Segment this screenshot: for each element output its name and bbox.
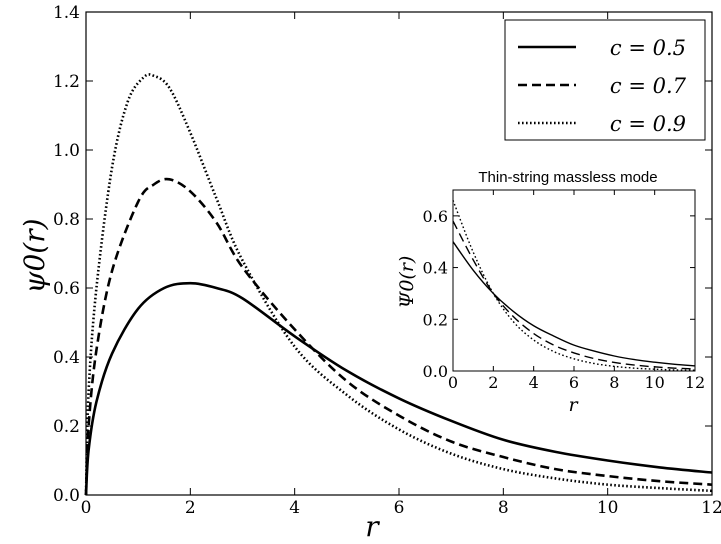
main-x-tick-label: 6 — [394, 498, 405, 518]
main-x-axis-label: r — [365, 510, 380, 543]
legend-box — [504, 19, 706, 141]
main-y-tick-label: 1.2 — [53, 72, 80, 92]
inset-y-tick-label: 0.2 — [423, 310, 448, 329]
inset-x-tick-label: 6 — [569, 373, 579, 392]
main-y-tick-label: 1.4 — [53, 3, 80, 23]
legend: c = 0.5 c = 0.7 c = 0.9 — [504, 19, 706, 141]
inset-series-line-dotted — [452, 200, 696, 371]
inset-plot: 0 2 4 6 8 10 12 0.0 0.2 0.4 0.6 Thin-string massle… — [396, 169, 705, 416]
main-plot: 0 2 4 6 8 10 12 0.0 0.2 0.4 0.6 0.8 1.0 1.2 1.4 r ψ0(r… — [18, 3, 721, 543]
inset-x-axis-label: r — [568, 394, 579, 416]
inset-x-tick-label: 12 — [685, 373, 705, 392]
inset-y-tick-label: 0.0 — [423, 362, 448, 381]
inset-x-tick-label: 10 — [644, 373, 664, 392]
main-x-tick-label: 12 — [701, 498, 721, 518]
inset-y-tick-label: 0.4 — [423, 259, 448, 278]
inset-x-tick-label: 0 — [448, 373, 458, 392]
main-x-tick-label: 0 — [81, 498, 92, 518]
main-x-tick-label: 8 — [498, 498, 509, 518]
main-y-tick-label: 0.0 — [53, 486, 80, 506]
main-x-tick-label: 4 — [289, 498, 300, 518]
main-y-tick-label: 0.6 — [53, 279, 80, 299]
inset-plot-background — [453, 190, 695, 371]
main-y-tick-label: 0.8 — [53, 210, 80, 230]
inset-y-axis-label: Ψ0(r) — [396, 256, 418, 309]
main-axis-ticks: 0 2 4 6 8 10 12 0.0 0.2 0.4 0.6 0.8 1.0 1.2 1.4 — [53, 3, 721, 518]
legend-label: c = 0.9 — [610, 112, 686, 136]
main-series-line-solid — [84, 281, 713, 496]
inset-x-tick-label: 4 — [529, 373, 539, 392]
inset-y-tick-label: 0.6 — [423, 207, 448, 226]
main-series-group — [84, 73, 713, 496]
inset-x-tick-label: 2 — [488, 373, 498, 392]
legend-label: c = 0.7 — [610, 74, 687, 98]
inset-title: Thin-string massless mode — [478, 169, 657, 186]
main-y-tick-label: 0.4 — [53, 348, 80, 368]
legend-label: c = 0.5 — [610, 36, 686, 60]
main-x-tick-label: 2 — [185, 498, 196, 518]
main-series-line-dashed — [84, 177, 713, 496]
inset-axis-ticks: 0 2 4 6 8 10 12 0.0 0.2 0.4 0.6 — [423, 190, 705, 392]
main-y-tick-label: 0.2 — [53, 417, 80, 437]
main-y-tick-label: 1.0 — [53, 141, 80, 161]
main-x-tick-label: 10 — [597, 498, 619, 518]
main-y-axis-label: ψ0(r) — [18, 218, 51, 293]
main-series-line-dotted — [84, 73, 713, 496]
inset-x-tick-label: 8 — [609, 373, 619, 392]
